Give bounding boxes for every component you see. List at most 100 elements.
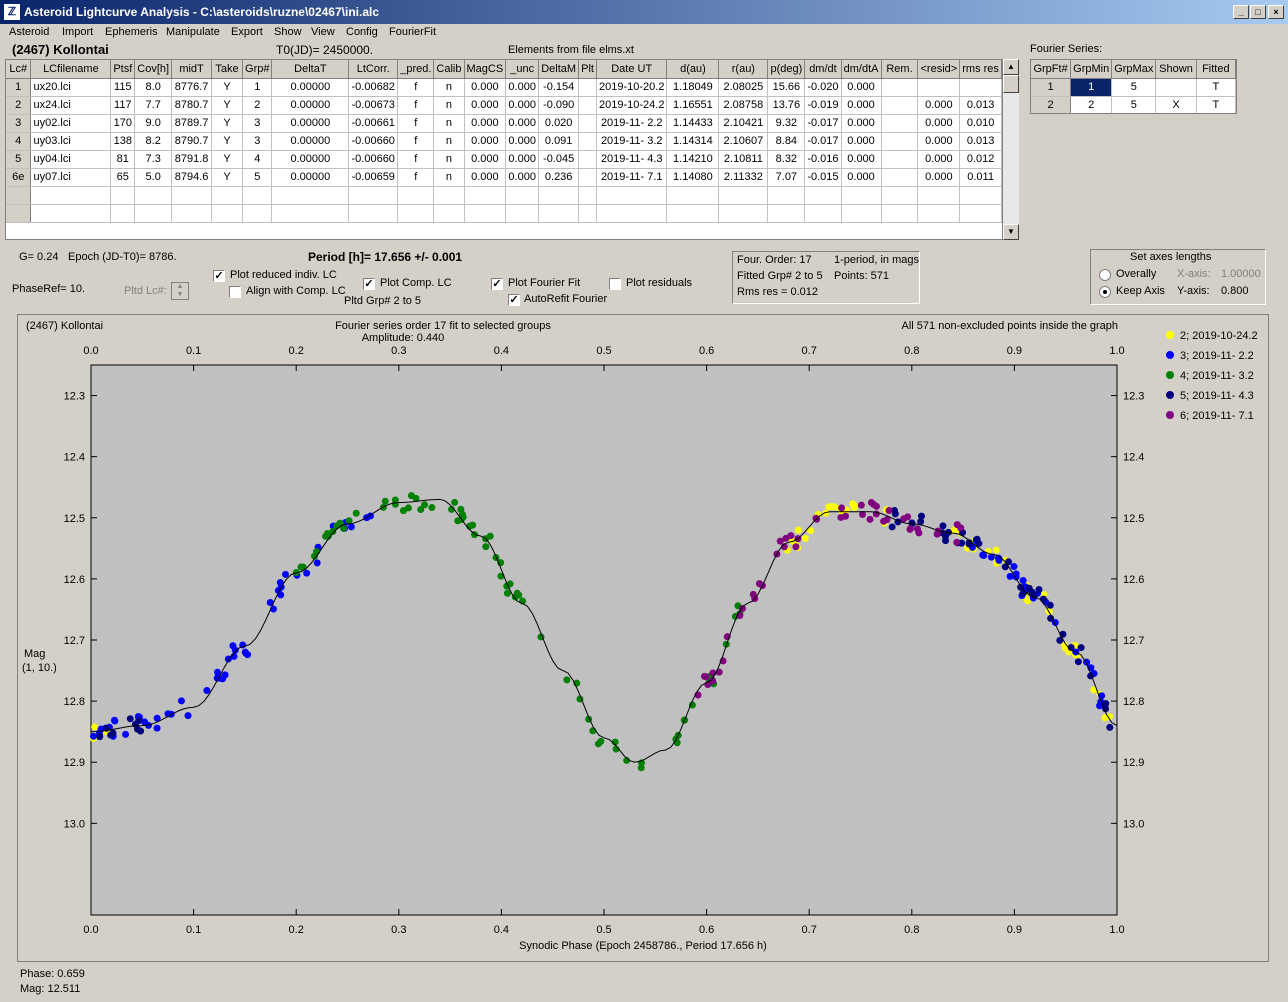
lightcurve-table[interactable]: Lc# LCfilename Ptsf Cov[h] midT Take Grp# Delta… xyxy=(5,59,1003,240)
column-header[interactable]: DeltaM xyxy=(538,60,580,79)
table-cell[interactable] xyxy=(881,132,919,151)
table-cell[interactable]: 8780.7 xyxy=(171,96,213,115)
table-cell[interactable]: f xyxy=(397,132,435,151)
table-cell[interactable]: f xyxy=(397,150,435,169)
table-cell[interactable]: 0.000 xyxy=(917,150,961,169)
table-cell[interactable]: n xyxy=(433,114,465,133)
table-cell[interactable]: 0.000 xyxy=(464,150,507,169)
column-header[interactable]: midT xyxy=(171,60,213,79)
autorefit-checkbox[interactable]: ✓ xyxy=(508,294,520,306)
table-cell[interactable]: Y xyxy=(211,78,244,97)
table-cell[interactable]: 1 xyxy=(242,78,273,97)
table-cell[interactable] xyxy=(881,168,919,187)
table-cell[interactable]: 5 xyxy=(242,168,273,187)
plot-reduced-checkbox[interactable]: ✓ xyxy=(213,270,225,282)
column-header[interactable]: Take xyxy=(211,60,244,79)
table-cell[interactable]: 8.0 xyxy=(134,78,173,97)
table-cell[interactable]: uy02.lci xyxy=(30,114,112,133)
table-cell[interactable]: 0.000 xyxy=(917,96,961,115)
table-cell[interactable]: 5 xyxy=(1111,78,1157,97)
table-cell[interactable] xyxy=(959,78,1002,97)
column-header[interactable]: GrpFt# xyxy=(1031,60,1072,79)
y-axis-value[interactable]: 0.800 xyxy=(1221,285,1249,297)
table-cell[interactable]: 0.00000 xyxy=(271,114,350,133)
table-row[interactable]: 6e uy07.lci 65 5.0 8794.6 Y 5 0.00000 -0.00659 f n… xyxy=(6,168,1002,187)
table-row[interactable] xyxy=(6,204,1002,223)
table-cell[interactable]: 2.08758 xyxy=(718,96,769,115)
plot-comp-checkbox[interactable]: ✓ xyxy=(363,278,375,290)
table-cell[interactable] xyxy=(881,114,919,133)
menu-config[interactable]: Config xyxy=(346,26,378,38)
table-cell[interactable] xyxy=(767,186,806,205)
table-cell[interactable]: -0.020 xyxy=(804,78,842,97)
table-cell[interactable] xyxy=(242,186,273,205)
table-cell[interactable] xyxy=(718,186,769,205)
app-icon[interactable]: ℤ xyxy=(4,4,20,20)
table-cell[interactable]: 1 xyxy=(1031,78,1072,97)
table-cell[interactable]: 8794.6 xyxy=(171,168,213,187)
table-cell[interactable]: 5 xyxy=(1111,96,1157,113)
table-cell[interactable]: 0.00000 xyxy=(271,132,350,151)
table-cell[interactable]: -0.154 xyxy=(538,78,580,97)
column-header[interactable]: GrpMax xyxy=(1111,60,1157,79)
table-cell[interactable]: 0.00000 xyxy=(271,150,350,169)
table-cell[interactable]: 0.013 xyxy=(959,96,1002,115)
table-cell[interactable] xyxy=(110,204,136,223)
overally-radio[interactable] xyxy=(1099,269,1111,281)
table-cell[interactable] xyxy=(271,186,350,205)
x-axis-value[interactable]: 1.00000 xyxy=(1221,268,1261,280)
table-cell[interactable]: 0.00000 xyxy=(271,78,350,97)
table-cell[interactable] xyxy=(804,186,842,205)
table-cell[interactable] xyxy=(881,186,919,205)
table-cell[interactable]: 3 xyxy=(242,114,273,133)
table-cell[interactable]: ux24.lci xyxy=(30,96,112,115)
table-row[interactable] xyxy=(6,186,1002,205)
menu-view[interactable]: View xyxy=(311,26,335,38)
table-cell[interactable]: 170 xyxy=(110,114,136,133)
table-cell[interactable] xyxy=(538,204,580,223)
table-cell[interactable] xyxy=(538,186,580,205)
table-cell[interactable] xyxy=(578,78,597,97)
column-header[interactable]: GrpMin xyxy=(1070,60,1113,79)
table-cell[interactable] xyxy=(578,96,597,115)
table-cell[interactable]: 0.010 xyxy=(959,114,1002,133)
column-header[interactable]: rms res xyxy=(959,60,1002,79)
table-cell[interactable] xyxy=(134,186,173,205)
table-cell[interactable] xyxy=(578,114,597,133)
table-cell[interactable] xyxy=(348,204,399,223)
table-cell[interactable]: 0.000 xyxy=(464,114,507,133)
menu-import[interactable]: Import xyxy=(62,26,94,38)
table-cell[interactable] xyxy=(505,186,540,205)
table-cell[interactable]: 2.10811 xyxy=(718,150,769,169)
lightcurve-chart[interactable]: (2467) Kollontai Fourier series order 17 … xyxy=(18,315,1268,961)
table-cell[interactable]: 6e xyxy=(6,168,32,187)
table-cell[interactable]: 0.000 xyxy=(841,168,882,187)
table-cell[interactable]: 0.000 xyxy=(505,150,540,169)
scroll-down-button[interactable]: ▼ xyxy=(1003,224,1019,240)
table-cell[interactable]: Y xyxy=(211,168,244,187)
table-cell[interactable] xyxy=(30,204,112,223)
table-cell[interactable]: 7.7 xyxy=(134,96,173,115)
column-header[interactable]: _pred. xyxy=(397,60,435,79)
table-cell[interactable]: 8.2 xyxy=(134,132,173,151)
table-cell[interactable]: 8790.7 xyxy=(171,132,213,151)
column-header[interactable]: dm/dt xyxy=(804,60,842,79)
menu-export[interactable]: Export xyxy=(231,26,263,38)
table-cell[interactable]: 8.32 xyxy=(767,150,806,169)
table-cell[interactable]: ux20.lci xyxy=(30,78,112,97)
minimize-button[interactable]: _ xyxy=(1233,5,1249,19)
table-cell[interactable]: 0.000 xyxy=(841,114,882,133)
column-header[interactable]: <resid> xyxy=(917,60,961,79)
table-cell[interactable] xyxy=(211,204,244,223)
table-cell[interactable] xyxy=(578,168,597,187)
table-cell[interactable]: 2.11332 xyxy=(718,168,769,187)
table-cell[interactable]: 9.0 xyxy=(134,114,173,133)
table-row[interactable]: 1 ux20.lci 115 8.0 8776.7 Y 1 0.00000 -0.00682 f n… xyxy=(6,78,1002,97)
table-cell[interactable]: -0.017 xyxy=(804,114,842,133)
column-header[interactable]: _unc xyxy=(505,60,540,79)
table-cell[interactable]: 1.18049 xyxy=(666,78,720,97)
table-cell[interactable]: -0.00661 xyxy=(348,114,399,133)
table-cell[interactable] xyxy=(917,78,961,97)
table-cell[interactable]: 0.236 xyxy=(538,168,580,187)
